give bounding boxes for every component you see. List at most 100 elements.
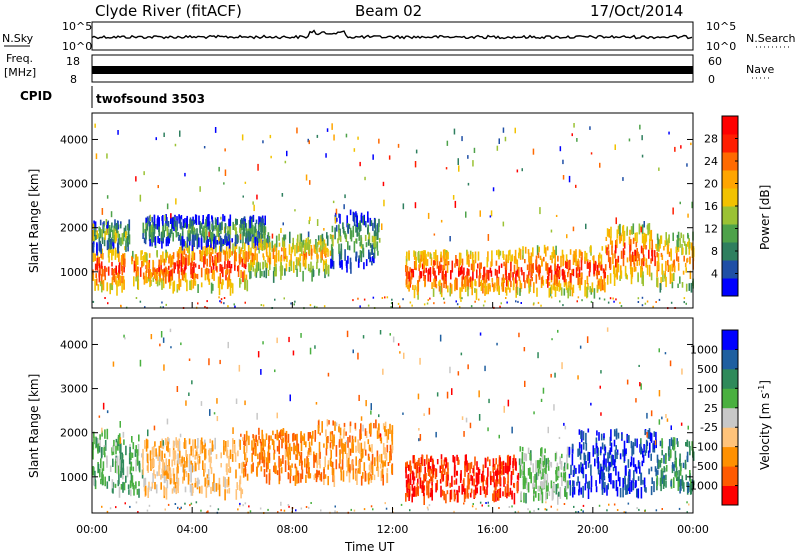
echo-cell xyxy=(548,281,551,286)
echo-cell xyxy=(464,277,466,288)
echo-cell xyxy=(612,480,614,489)
echo-cell xyxy=(120,443,122,455)
echo-cell xyxy=(243,445,245,454)
echo-cell xyxy=(616,509,619,511)
echo-cell xyxy=(304,243,307,253)
echo-cell xyxy=(547,482,549,492)
echo-cell xyxy=(640,383,642,390)
echo-cell xyxy=(114,223,116,231)
echo-cell xyxy=(598,261,601,267)
echo-cell xyxy=(501,280,504,292)
echo-cell xyxy=(98,256,101,266)
echo-cell xyxy=(98,270,101,283)
echo-cell xyxy=(452,455,454,463)
echo-cell xyxy=(543,476,546,482)
echo-cell xyxy=(360,475,363,486)
echo-cell xyxy=(489,459,491,466)
echo-cell xyxy=(391,464,393,474)
echo-cell xyxy=(559,456,561,465)
echo-cell xyxy=(561,475,563,487)
echo-cell xyxy=(225,447,228,457)
echo-cell xyxy=(113,439,115,447)
echo-cell xyxy=(313,454,316,462)
echo-cell xyxy=(132,250,134,259)
echo-cell xyxy=(288,267,291,272)
echo-cell xyxy=(518,332,520,338)
echo-cell xyxy=(154,271,156,279)
echo-cell xyxy=(436,260,439,269)
echo-cell xyxy=(112,445,114,452)
echo-cell xyxy=(92,223,95,229)
echo-cell xyxy=(645,245,647,250)
echo-cell xyxy=(484,489,487,498)
echo-cell xyxy=(421,263,424,270)
echo-cell xyxy=(569,484,572,496)
echo-cell xyxy=(405,479,408,488)
echo-cell xyxy=(629,244,631,253)
echo-cell xyxy=(656,243,658,252)
echo-cell xyxy=(614,450,617,463)
echo-cell xyxy=(445,475,448,483)
echo-cell xyxy=(166,480,169,489)
echo-cell xyxy=(608,503,610,506)
echo-cell xyxy=(549,287,552,297)
echo-cell xyxy=(690,478,692,490)
echo-cell xyxy=(313,475,316,480)
echo-cell xyxy=(96,242,98,253)
echo-cell xyxy=(368,249,370,260)
echo-cell xyxy=(331,467,334,475)
echo-cell xyxy=(355,211,357,218)
echo-cell xyxy=(497,479,499,484)
echo-cell xyxy=(617,225,620,234)
echo-cell xyxy=(127,236,129,247)
echo-cell xyxy=(204,246,206,255)
echo-cell xyxy=(505,297,507,299)
echo-cell xyxy=(690,282,693,293)
echo-cell xyxy=(312,268,314,278)
echo-cell xyxy=(419,466,421,472)
echo-cell xyxy=(263,232,266,241)
echo-cell xyxy=(578,260,580,270)
echo-cell xyxy=(148,504,151,507)
echo-cell xyxy=(205,226,208,238)
echo-cell xyxy=(580,444,583,454)
echo-cell xyxy=(686,439,689,447)
echo-cell xyxy=(413,455,415,461)
echo-cell xyxy=(677,235,679,248)
echo-cell xyxy=(100,274,103,285)
echo-cell xyxy=(456,258,458,267)
echo-cell xyxy=(222,249,225,255)
echo-cell xyxy=(532,247,534,257)
echo-cell xyxy=(318,247,321,253)
echo-cell xyxy=(441,489,444,496)
echo-cell xyxy=(196,273,199,280)
echo-cell xyxy=(112,482,115,488)
echo-cell xyxy=(577,448,579,457)
echo-cell xyxy=(397,302,400,305)
echo-cell xyxy=(336,217,338,222)
echo-cell xyxy=(94,123,96,128)
echo-cell xyxy=(316,460,318,469)
echo-cell xyxy=(453,510,455,513)
echo-cell xyxy=(159,269,162,274)
echo-cell xyxy=(184,502,186,505)
echo-cell xyxy=(124,246,126,251)
echo-cell xyxy=(125,240,127,252)
echo-cell xyxy=(244,452,246,461)
echo-cell xyxy=(371,475,373,480)
echo-cell xyxy=(340,471,343,481)
echo-cell xyxy=(194,439,196,449)
echo-cell xyxy=(331,255,334,267)
echo-cell xyxy=(655,243,657,249)
echo-cell xyxy=(193,266,195,278)
echo-cell xyxy=(130,461,133,471)
echo-cell xyxy=(689,484,692,495)
echo-cell xyxy=(594,448,596,455)
echo-cell xyxy=(431,282,433,289)
echo-cell xyxy=(315,452,318,464)
echo-cell xyxy=(657,244,659,252)
echo-cell xyxy=(415,256,417,268)
echo-cell xyxy=(644,430,646,436)
echo-cell xyxy=(355,238,358,244)
echo-cell xyxy=(283,234,285,240)
